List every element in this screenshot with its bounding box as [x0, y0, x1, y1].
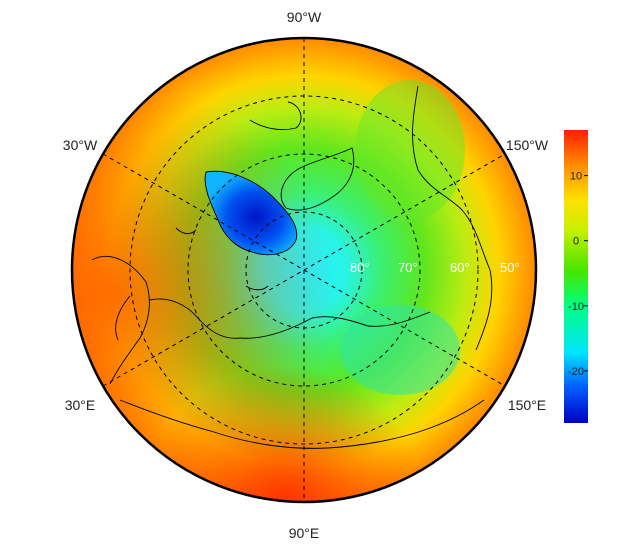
colorbar-ramp — [564, 130, 588, 423]
map-border — [70, 36, 538, 504]
lat-label-80: 80° — [350, 260, 370, 275]
lat-label-60: 60° — [450, 260, 470, 275]
greenland — [204, 170, 298, 256]
colorbar-tick-label: -10 — [568, 301, 584, 313]
lon-label-upper-right: 150°W — [506, 137, 549, 153]
lon-label-lower-left: 30°E — [65, 397, 96, 413]
lon-label-top: 90°W — [287, 9, 322, 25]
colorbar: 10 0 -10 -20 — [564, 130, 588, 423]
colorbar-tick-label: 0 — [573, 236, 579, 248]
lat-label-50: 50° — [500, 260, 520, 275]
coastlines — [91, 85, 493, 449]
lat-label-70: 70° — [398, 260, 418, 275]
colorbar-tick-label: -20 — [568, 366, 584, 378]
lon-label-bottom: 90°E — [289, 525, 320, 541]
colorbar-ticks: 10 0 -10 -20 — [568, 171, 588, 378]
lon-label-lower-right: 150°E — [508, 397, 546, 413]
graticule — [102, 38, 506, 502]
colorbar-tick-label: 10 — [570, 171, 582, 183]
lon-label-upper-left: 30°W — [63, 137, 98, 153]
temperature-field — [72, 38, 536, 502]
